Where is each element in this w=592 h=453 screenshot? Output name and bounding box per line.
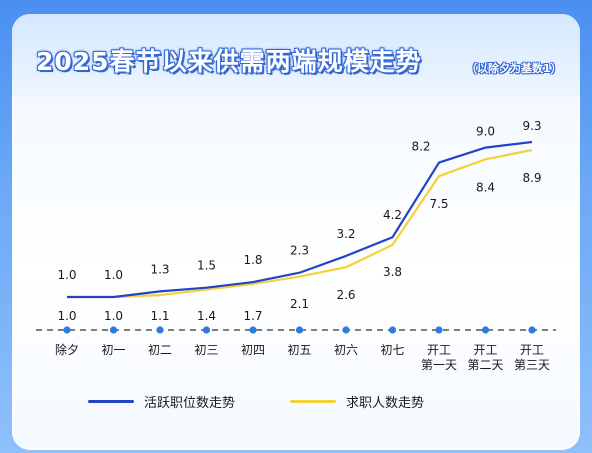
x-tick-label: 开工第三天 bbox=[514, 343, 550, 372]
data-label-active-jobs: 1.0 bbox=[57, 268, 76, 282]
data-label-active-jobs: 1.3 bbox=[150, 262, 169, 276]
x-axis-dot bbox=[63, 326, 71, 334]
x-axis-dot bbox=[435, 326, 443, 334]
data-label-job-seekers: 8.9 bbox=[522, 171, 541, 185]
x-axis-dot bbox=[109, 326, 118, 334]
x-tick-label: 初四 bbox=[241, 343, 265, 357]
data-label-job-seekers: 1.4 bbox=[197, 309, 216, 323]
x-tick-label: 初五 bbox=[287, 343, 311, 357]
data-label-active-jobs: 1.0 bbox=[104, 268, 123, 282]
data-label-active-jobs: 1.5 bbox=[197, 259, 216, 273]
x-tick-label: 开工第一天 bbox=[421, 343, 457, 372]
chart-subtitle: （以除夕为基数1） bbox=[466, 62, 562, 75]
data-label-active-jobs: 4.2 bbox=[383, 208, 402, 222]
x-axis-dot bbox=[481, 326, 490, 334]
x-axis-dot bbox=[249, 326, 257, 334]
x-tick-label: 初三 bbox=[194, 343, 218, 357]
x-tick-label: 初二 bbox=[148, 343, 172, 357]
x-axis-dot bbox=[202, 326, 211, 334]
data-label-active-jobs: 9.3 bbox=[522, 119, 541, 133]
chart-card bbox=[12, 14, 580, 450]
data-label-active-jobs: 9.0 bbox=[476, 125, 495, 139]
data-label-job-seekers: 1.0 bbox=[104, 309, 123, 323]
data-label-job-seekers: 2.6 bbox=[336, 288, 355, 302]
x-tick-label: 初一 bbox=[101, 343, 125, 357]
data-label-job-seekers: 1.7 bbox=[243, 309, 262, 323]
legend-swatch-active-jobs bbox=[88, 399, 134, 403]
data-label-active-jobs: 3.2 bbox=[336, 227, 355, 241]
x-tick-label: 除夕 bbox=[55, 342, 79, 357]
chart-title: 2025春节以来供需两端规模走势 bbox=[36, 47, 422, 76]
series-line-active-jobs bbox=[67, 140, 533, 299]
x-tick-label: 初七 bbox=[380, 343, 404, 357]
x-tick-label: 开工第二天 bbox=[467, 343, 503, 372]
data-label-active-jobs: 1.8 bbox=[243, 253, 262, 267]
x-axis-dot bbox=[295, 326, 304, 334]
data-label-job-seekers: 2.1 bbox=[290, 297, 309, 311]
data-label-job-seekers: 8.4 bbox=[476, 180, 495, 194]
title-band bbox=[12, 14, 580, 96]
x-axis-dot bbox=[528, 326, 536, 334]
x-tick-label: 初六 bbox=[334, 343, 358, 357]
legend-label-active-jobs: 活跃职位数走势 bbox=[144, 395, 236, 411]
data-label-active-jobs: 8.2 bbox=[411, 140, 430, 154]
data-label-job-seekers: 3.8 bbox=[383, 265, 402, 279]
x-axis-dot bbox=[156, 326, 164, 334]
data-label-job-seekers: 7.5 bbox=[429, 197, 448, 211]
data-label-job-seekers: 1.1 bbox=[150, 309, 169, 323]
x-axis-dot bbox=[342, 326, 350, 334]
legend-swatch-job-seekers bbox=[290, 399, 336, 403]
legend-label-job-seekers: 求职人数走势 bbox=[346, 395, 425, 411]
legend-item-job-seekers: 求职人数走势 bbox=[290, 392, 425, 411]
legend-item-active-jobs: 活跃职位数走势 bbox=[88, 392, 236, 411]
x-axis-dot bbox=[388, 326, 397, 334]
series-line-job-seekers bbox=[67, 148, 533, 299]
data-label-job-seekers: 1.0 bbox=[57, 309, 76, 323]
data-label-active-jobs: 2.3 bbox=[290, 244, 309, 258]
